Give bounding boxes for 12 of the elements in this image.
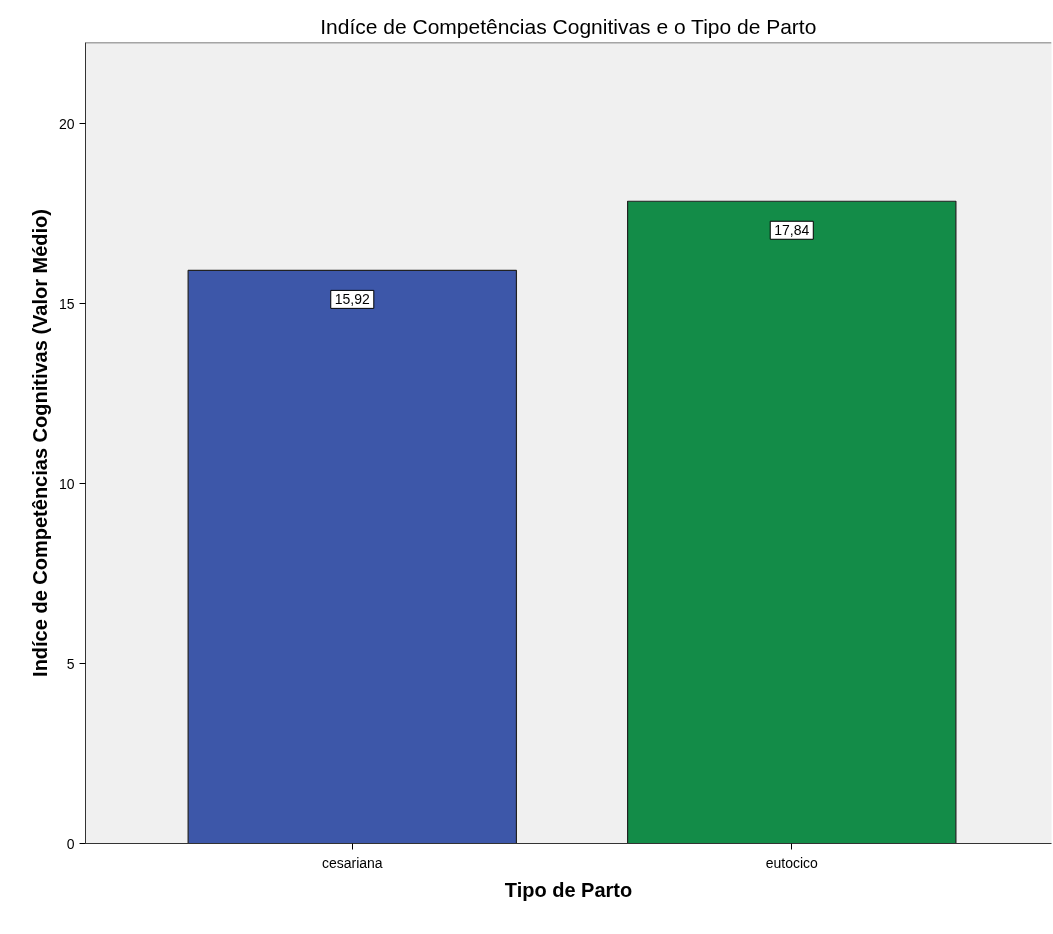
y-tick-label: 10 [58, 475, 75, 492]
y-tick-label: 15 [58, 295, 75, 312]
y-tick-label: 5 [66, 655, 75, 672]
x-tick-label: cesariana [321, 854, 383, 871]
x-axis-title: Tipo de Parto [504, 878, 633, 901]
data-label: 17,84 [774, 222, 810, 239]
x-tick-label: eutocico [765, 854, 819, 871]
chart-title: Indíce de Competências Cognitivas e o Tipo de Parto [320, 14, 817, 38]
y-tick-label: 20 [58, 115, 75, 132]
y-axis-title: Indíce de Competências Cognitivas (Valor Médio) [28, 209, 51, 677]
y-tick-label: 0 [66, 835, 75, 852]
data-label: 15,92 [334, 291, 370, 308]
